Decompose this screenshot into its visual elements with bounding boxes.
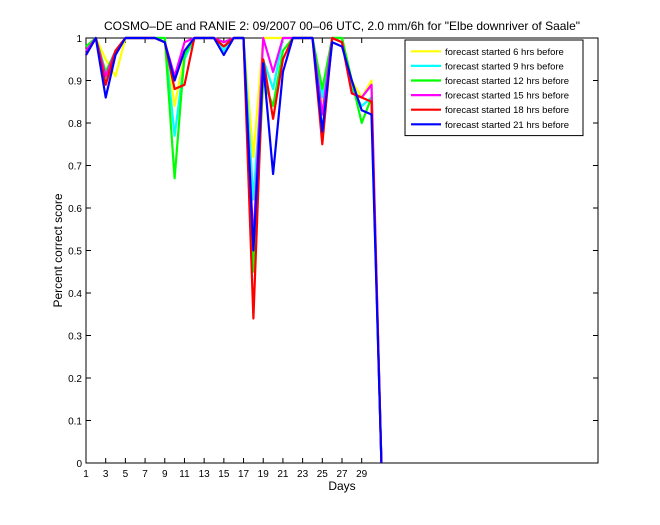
x-tick-label: 25 (317, 469, 329, 480)
x-tick-label: 7 (142, 469, 148, 480)
y-tick-label: 0.1 (68, 417, 82, 428)
x-axis-ticks: 1 3 5 7 9 11 13 15 17 19 21 23 25 27 29 (83, 38, 368, 480)
series-line-4 (85, 36, 383, 464)
legend-box (404, 39, 584, 137)
legend-label-4: forecast started 15 hrs before (445, 91, 569, 102)
y-tick-label: 0.9 (68, 77, 82, 88)
legend: forecast started 6 hrs before forecast st… (404, 39, 584, 137)
x-tick-label: 13 (199, 469, 211, 480)
x-tick-label: 17 (238, 469, 250, 480)
y-tick-label: 1 (76, 34, 82, 45)
y-tick-label: 0.4 (68, 289, 82, 300)
x-tick-label: 9 (162, 469, 168, 480)
x-tick-label: 3 (103, 469, 109, 480)
series-line-6 (85, 36, 383, 464)
series-line-1 (85, 36, 383, 464)
x-tick-label: 29 (356, 469, 368, 480)
legend-label-1: forecast started 6 hrs before (445, 47, 564, 58)
x-tick-label: 21 (277, 469, 289, 480)
x-axis-label: Days (328, 479, 355, 493)
x-tick-label: 23 (297, 469, 309, 480)
y-tick-label: 0.5 (68, 247, 82, 258)
y-tick-label: 0.8 (68, 119, 82, 130)
x-tick-label: 27 (336, 469, 348, 480)
series-line-5 (85, 36, 383, 464)
series-lines (85, 36, 383, 464)
series-line-3 (85, 36, 383, 464)
x-tick-label: 5 (123, 469, 129, 480)
y-tick-label: 0.2 (68, 374, 82, 385)
y-axis-ticks: 0 0.1 0.2 0.3 0.4 0.5 0.6 0.7 0.8 0.9 1 (68, 34, 598, 470)
y-axis-label: Percent correct score (51, 193, 65, 307)
series-line-2 (85, 36, 383, 464)
chart-title: COSMO–DE and RANIE 2: 09/2007 00–06 UTC,… (104, 19, 580, 33)
legend-label-3: forecast started 12 hrs before (445, 76, 569, 87)
x-tick-label: 19 (258, 469, 270, 480)
y-tick-label: 0.7 (68, 162, 82, 173)
legend-label-5: forecast started 18 hrs before (445, 105, 569, 116)
legend-label-6: forecast started 21 hrs before (445, 120, 569, 131)
x-tick-label: 11 (179, 469, 190, 480)
y-tick-label: 0.6 (68, 204, 82, 215)
y-tick-label: 0 (76, 459, 82, 470)
legend-label-2: forecast started 9 hrs before (445, 61, 564, 72)
x-tick-label: 1 (83, 469, 89, 480)
y-tick-label: 0.3 (68, 332, 82, 343)
x-tick-label: 15 (218, 469, 230, 480)
